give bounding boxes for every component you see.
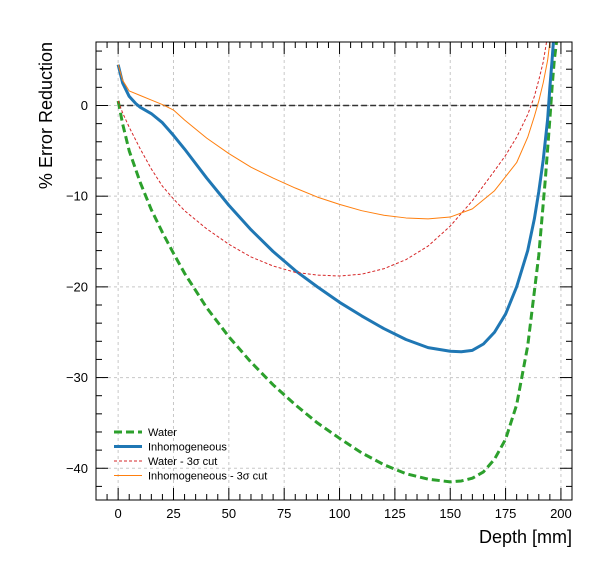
x-tick-label: 50 [222,506,236,521]
x-tick-label: 125 [384,506,406,521]
y-tick-label: −40 [66,461,88,476]
series-line-water [116,42,558,484]
y-tick-label: −30 [66,370,88,385]
series-line-inhomogeneous [116,42,555,354]
x-tick-label: 0 [115,506,122,521]
x-tick-label: 150 [439,506,461,521]
y-tick-label: 0 [81,98,88,113]
y-axis-label: % Error Reduction [36,42,56,189]
y-tick-label: −20 [66,279,88,294]
legend: Water Inhomogeneous Water - 3σ cut Inhomoge… [114,427,267,483]
x-tick-label: 25 [166,506,180,521]
series-line-water-3-cut [117,42,551,277]
x-tick-label: 175 [495,506,517,521]
legend-label-inhomogeneous: Inhomogeneous [148,442,227,454]
series-group [116,42,558,484]
legend-label-water: Water [148,427,177,439]
plot-frame [95,41,573,501]
x-tick-label: 100 [329,506,351,521]
x-tick-label: 75 [277,506,291,521]
x-tick-label: 200 [550,506,572,521]
x-axis-label: Depth [mm] [479,527,572,547]
y-tick-label: −10 [66,189,88,204]
legend-label-inhomogeneous-3-cut: Inhomogeneous - 3σ cut [148,471,267,483]
series-line-inhomogeneous-3-cut [117,42,551,220]
ticks: 0 25 50 75 100 125 150 175 200 0 −10 −20 −30 −40 [66,42,573,521]
legend-label-water-3-cut: Water - 3σ cut [148,456,217,468]
